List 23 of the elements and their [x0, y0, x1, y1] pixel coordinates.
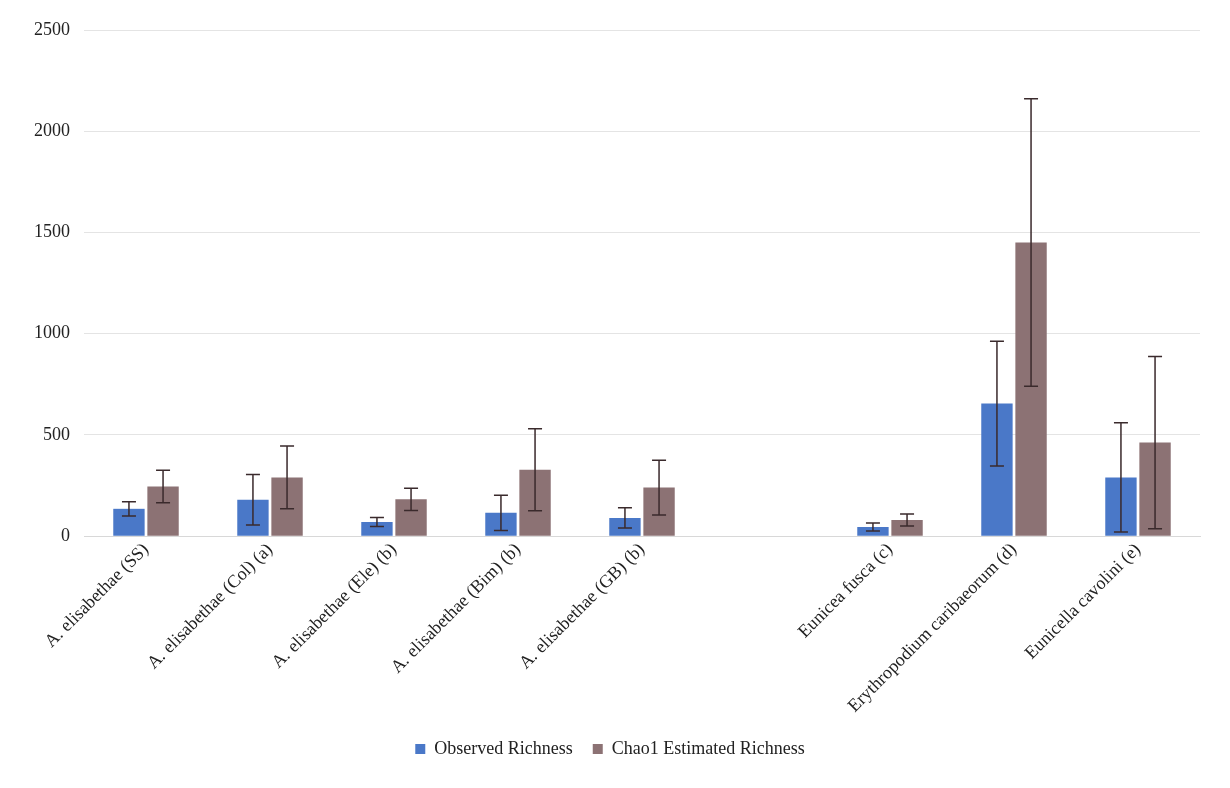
y-tick-label: 2000: [34, 119, 70, 140]
bar: [271, 477, 303, 536]
y-tick-label: 2500: [34, 18, 70, 39]
bar: [113, 508, 145, 536]
bar: [147, 486, 179, 536]
y-tick-label: 0: [61, 524, 70, 545]
legend-label: Observed Richness: [434, 737, 573, 758]
bar: [237, 499, 269, 536]
bar: [891, 519, 923, 536]
y-tick-label: 1500: [34, 221, 70, 242]
bar: [485, 512, 517, 536]
bar: [519, 469, 551, 536]
bar: [609, 517, 641, 536]
bar: [395, 499, 427, 536]
bar: [1105, 477, 1137, 536]
bar: [981, 403, 1013, 536]
y-tick-label: 1000: [34, 322, 70, 343]
y-tick-label: 500: [43, 423, 70, 444]
bar: [361, 521, 393, 536]
bar: [1015, 242, 1047, 536]
bar: [1139, 442, 1171, 536]
legend-label: Chao1 Estimated Richness: [611, 737, 805, 758]
bar: [643, 487, 675, 536]
